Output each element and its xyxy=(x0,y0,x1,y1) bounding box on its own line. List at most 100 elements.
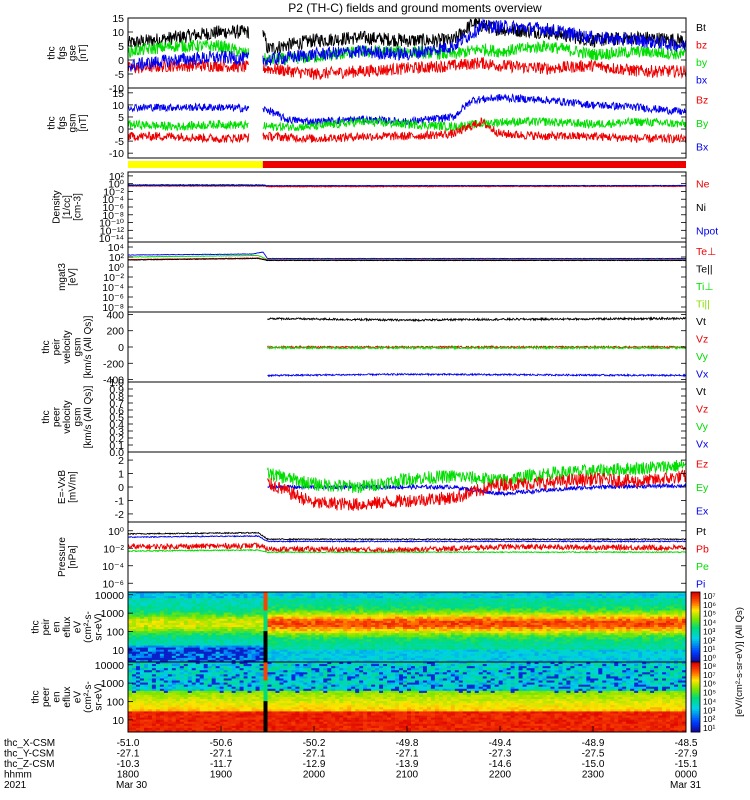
heat-cell xyxy=(434,631,440,634)
heat-cell xyxy=(422,643,428,646)
heat-cell xyxy=(163,594,169,597)
heat-cell xyxy=(674,645,679,648)
heat-cell xyxy=(175,651,181,655)
heat-cell xyxy=(223,635,228,638)
heat-cell xyxy=(434,620,440,624)
heat-cell xyxy=(263,651,268,655)
heat-cell xyxy=(526,616,531,620)
heat-cell xyxy=(662,633,667,636)
legend-temperature-1: Te|| xyxy=(696,263,713,275)
heat-cell xyxy=(211,645,216,648)
heat-cell xyxy=(678,622,683,626)
heat-cell xyxy=(638,618,643,622)
heat-cell xyxy=(638,622,643,626)
heat-cell xyxy=(235,598,240,601)
heat-cell xyxy=(582,627,587,630)
heat-cell xyxy=(410,633,416,636)
heat-cell xyxy=(530,641,535,644)
heat-cell xyxy=(135,608,141,611)
heat-cell xyxy=(446,627,452,630)
heat-cell xyxy=(534,627,539,630)
heat-cell xyxy=(562,620,567,624)
heat-cell xyxy=(327,618,332,622)
heat-cell xyxy=(243,633,248,636)
series-temperature-te xyxy=(127,257,687,262)
heat-cell xyxy=(219,631,224,634)
heat-cell xyxy=(634,600,639,603)
heat-cell xyxy=(319,635,324,638)
heat-cell xyxy=(614,645,619,648)
heat-cell xyxy=(490,620,495,624)
heat-cell xyxy=(474,620,480,624)
heat-cell xyxy=(331,614,336,618)
heat-cell xyxy=(255,598,260,601)
heat-cell xyxy=(231,594,236,597)
heat-cell xyxy=(359,610,364,613)
heat-cell xyxy=(283,622,288,626)
heat-cell xyxy=(183,624,189,628)
heat-cell xyxy=(183,600,189,603)
heat-cell xyxy=(303,659,308,663)
heat-cell xyxy=(482,606,488,609)
heat-cell xyxy=(670,649,675,653)
heat-cell xyxy=(570,616,575,620)
heat-cell xyxy=(367,651,372,655)
heat-cell xyxy=(562,631,567,634)
heat-cell xyxy=(383,598,388,601)
heat-cell xyxy=(279,594,284,597)
heat-cell xyxy=(574,600,579,603)
heat-cell xyxy=(590,631,595,634)
heat-cell xyxy=(550,645,555,648)
heat-cell xyxy=(570,655,575,659)
heat-cell xyxy=(518,641,523,644)
heat-cell xyxy=(319,612,324,615)
heat-cell xyxy=(454,606,460,609)
heat-cell xyxy=(538,627,543,630)
heat-cell xyxy=(255,614,260,618)
heat-cell xyxy=(654,657,659,661)
heat-cell xyxy=(175,627,181,630)
heat-cell xyxy=(466,604,472,607)
heat-cell xyxy=(167,602,173,605)
heat-cell xyxy=(315,594,320,597)
heat-cell xyxy=(128,655,133,659)
heat-cell xyxy=(363,657,368,661)
heat-cell xyxy=(594,612,599,615)
heat-cell xyxy=(470,612,476,615)
heat-cell xyxy=(159,655,165,659)
heat-cell xyxy=(454,647,460,650)
heat-cell xyxy=(426,614,432,618)
heat-cell xyxy=(235,649,240,653)
heat-cell xyxy=(514,655,519,659)
heat-cell xyxy=(363,655,368,659)
heat-cell xyxy=(327,624,332,628)
heat-cell xyxy=(614,633,619,636)
heat-cell xyxy=(474,643,480,646)
heat-cell xyxy=(223,592,228,595)
heat-cell xyxy=(183,651,189,655)
heat-cell xyxy=(131,637,137,640)
heat-cell xyxy=(239,633,244,636)
heat-cell xyxy=(295,643,300,646)
heat-cell xyxy=(263,635,268,638)
heat-cell xyxy=(287,618,292,622)
heat-cell xyxy=(251,645,256,648)
heat-cell xyxy=(426,602,432,605)
heat-cell xyxy=(335,629,340,632)
heat-cell xyxy=(267,655,272,659)
heat-cell xyxy=(319,602,324,605)
heat-cell xyxy=(410,635,416,638)
heat-cell xyxy=(271,624,276,628)
heat-cell xyxy=(151,602,157,605)
legend-peer-velocity-0: Vt xyxy=(696,386,706,398)
heat-cell xyxy=(159,598,165,601)
heat-cell xyxy=(351,645,356,648)
heat-cell xyxy=(367,643,372,646)
heat-cell xyxy=(323,620,328,624)
heat-cell xyxy=(159,610,165,613)
heat-cell xyxy=(355,614,360,618)
heat-cell xyxy=(590,604,595,607)
heat-cell xyxy=(434,639,440,642)
heat-cell xyxy=(478,624,484,628)
heat-cell xyxy=(662,659,667,663)
